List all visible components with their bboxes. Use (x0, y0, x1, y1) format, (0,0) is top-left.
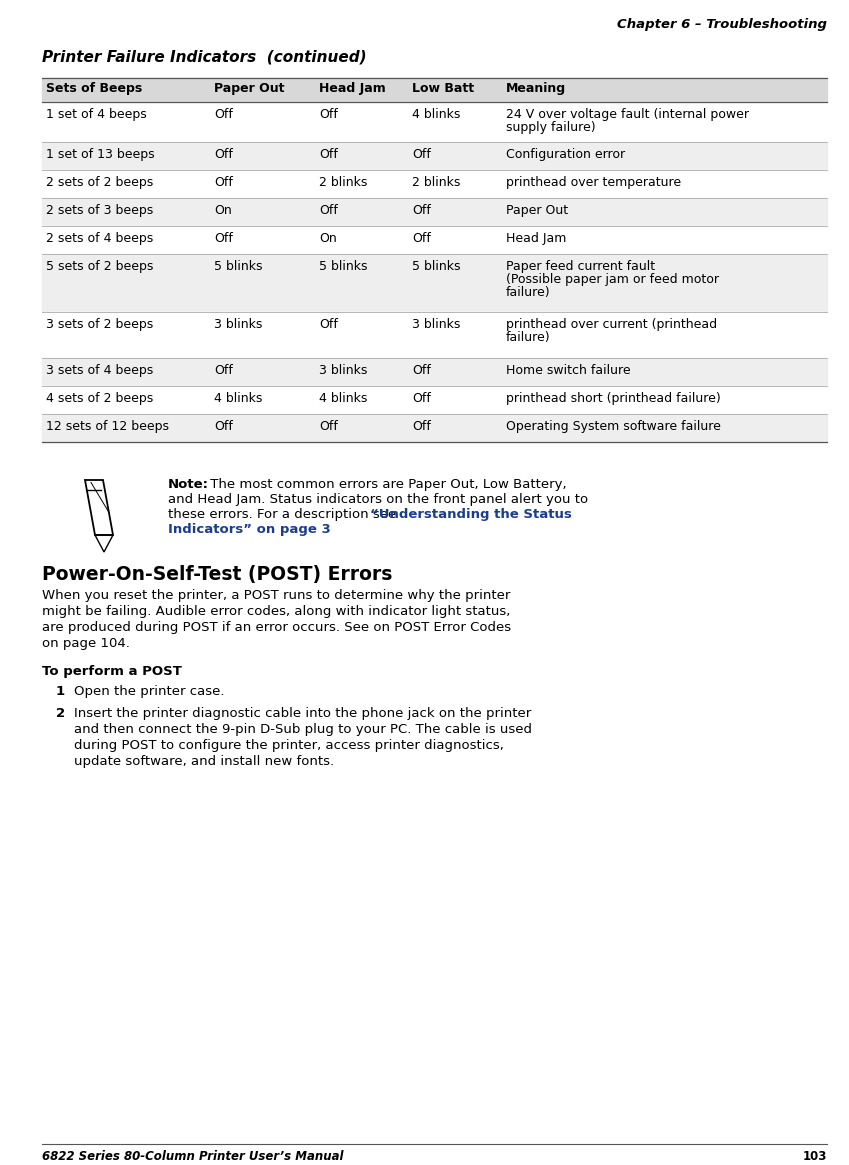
Text: On: On (319, 232, 337, 245)
Text: Off: Off (319, 148, 338, 161)
Text: printhead over temperature: printhead over temperature (506, 176, 681, 189)
Text: The most common errors are Paper Out, Low Battery,: The most common errors are Paper Out, Lo… (206, 478, 566, 490)
Text: Off: Off (412, 391, 431, 405)
Text: Off: Off (319, 108, 338, 121)
Text: Off: Off (412, 204, 431, 217)
Text: Off: Off (214, 148, 233, 161)
Text: Power-On-Self-Test (POST) Errors: Power-On-Self-Test (POST) Errors (42, 565, 392, 584)
Text: Chapter 6 – Troubleshooting: Chapter 6 – Troubleshooting (617, 17, 827, 31)
Text: When you reset the printer, a POST runs to determine why the printer: When you reset the printer, a POST runs … (42, 589, 510, 602)
Text: Paper feed current fault: Paper feed current fault (506, 260, 655, 273)
Text: Insert the printer diagnostic cable into the phone jack on the printer: Insert the printer diagnostic cable into… (74, 707, 531, 720)
Text: Paper Out: Paper Out (214, 82, 284, 96)
Text: Configuration error: Configuration error (506, 148, 625, 161)
Text: 5 blinks: 5 blinks (214, 260, 262, 273)
Text: 103: 103 (802, 1150, 827, 1163)
Text: Off: Off (214, 176, 233, 189)
Text: 3 blinks: 3 blinks (319, 363, 368, 377)
Text: and then connect the 9-pin D-Sub plug to your PC. The cable is used: and then connect the 9-pin D-Sub plug to… (74, 723, 532, 736)
Text: Off: Off (319, 204, 338, 217)
Text: On: On (214, 204, 232, 217)
Text: 1 set of 13 beeps: 1 set of 13 beeps (46, 148, 155, 161)
Text: Meaning: Meaning (506, 82, 566, 96)
Text: 2 sets of 3 beeps: 2 sets of 3 beeps (46, 204, 154, 217)
Text: failure): failure) (506, 331, 551, 344)
Bar (42, 103, 827, 142)
Text: 3 blinks: 3 blinks (412, 318, 460, 331)
Text: Head Jam: Head Jam (506, 232, 566, 245)
Text: Sets of Beeps: Sets of Beeps (46, 82, 143, 96)
Text: on page 104.: on page 104. (42, 637, 130, 650)
Text: 5 sets of 2 beeps: 5 sets of 2 beeps (46, 260, 154, 273)
Text: 3 blinks: 3 blinks (214, 318, 262, 331)
Text: supply failure): supply failure) (506, 121, 596, 134)
Text: Off: Off (214, 232, 233, 245)
Text: Head Jam: Head Jam (319, 82, 385, 96)
Text: Off: Off (214, 421, 233, 433)
Text: Off: Off (412, 148, 431, 161)
Text: Low Batt: Low Batt (412, 82, 474, 96)
Bar (42, 254, 827, 312)
Text: Printer Failure Indicators  (continued): Printer Failure Indicators (continued) (42, 50, 367, 65)
Text: “Understanding the Status: “Understanding the Status (370, 508, 572, 521)
Text: Off: Off (214, 363, 233, 377)
Bar (42, 312, 827, 358)
Text: during POST to configure the printer, access printer diagnostics,: during POST to configure the printer, ac… (74, 739, 503, 751)
Text: Off: Off (319, 318, 338, 331)
Bar (42, 198, 827, 226)
Text: 5 blinks: 5 blinks (319, 260, 368, 273)
Text: Off: Off (412, 421, 431, 433)
Text: Paper Out: Paper Out (506, 204, 568, 217)
Text: 4 blinks: 4 blinks (412, 108, 460, 121)
Text: 6822 Series 80-Column Printer User’s Manual: 6822 Series 80-Column Printer User’s Man… (42, 1150, 344, 1163)
Text: might be failing. Audible error codes, along with indicator light status,: might be failing. Audible error codes, a… (42, 605, 510, 617)
Text: 1 set of 4 beeps: 1 set of 4 beeps (46, 108, 147, 121)
Text: 1: 1 (56, 685, 65, 698)
Text: Indicators” on page 3: Indicators” on page 3 (168, 523, 331, 536)
Text: failure): failure) (506, 285, 551, 299)
Text: and Head Jam. Status indicators on the front panel alert you to: and Head Jam. Status indicators on the f… (168, 493, 588, 506)
Text: Home switch failure: Home switch failure (506, 363, 631, 377)
Text: Off: Off (319, 421, 338, 433)
Bar (42, 226, 827, 254)
Text: Note:: Note: (168, 478, 209, 490)
Text: To perform a POST: To perform a POST (42, 665, 182, 678)
Text: Open the printer case.: Open the printer case. (74, 685, 224, 698)
Text: 12 sets of 12 beeps: 12 sets of 12 beeps (46, 421, 169, 433)
Text: printhead over current (printhead: printhead over current (printhead (506, 318, 717, 331)
Text: 2: 2 (56, 707, 65, 720)
Text: Off: Off (412, 232, 431, 245)
Bar (42, 78, 827, 103)
Text: 3 sets of 4 beeps: 3 sets of 4 beeps (46, 363, 154, 377)
Text: 2 sets of 2 beeps: 2 sets of 2 beeps (46, 176, 154, 189)
Bar (42, 358, 827, 386)
Text: are produced during POST if an error occurs. See on POST Error Codes: are produced during POST if an error occ… (42, 621, 511, 634)
Text: 5 blinks: 5 blinks (412, 260, 460, 273)
Bar (42, 142, 827, 170)
Text: 4 sets of 2 beeps: 4 sets of 2 beeps (46, 391, 154, 405)
Text: 3 sets of 2 beeps: 3 sets of 2 beeps (46, 318, 154, 331)
Text: 2 blinks: 2 blinks (412, 176, 460, 189)
Text: 4 blinks: 4 blinks (319, 391, 368, 405)
Text: 2 sets of 4 beeps: 2 sets of 4 beeps (46, 232, 154, 245)
Text: Off: Off (214, 108, 233, 121)
Text: these errors. For a description see: these errors. For a description see (168, 508, 401, 521)
Text: (Possible paper jam or feed motor: (Possible paper jam or feed motor (506, 273, 719, 285)
Text: 2 blinks: 2 blinks (319, 176, 368, 189)
Text: Operating System software failure: Operating System software failure (506, 421, 721, 433)
Text: printhead short (printhead failure): printhead short (printhead failure) (506, 391, 721, 405)
Bar (42, 170, 827, 198)
Text: Off: Off (412, 363, 431, 377)
Text: update software, and install new fonts.: update software, and install new fonts. (74, 755, 335, 768)
Text: 4 blinks: 4 blinks (214, 391, 262, 405)
Bar (42, 386, 827, 414)
Text: 24 V over voltage fault (internal power: 24 V over voltage fault (internal power (506, 108, 749, 121)
Bar (42, 414, 827, 442)
